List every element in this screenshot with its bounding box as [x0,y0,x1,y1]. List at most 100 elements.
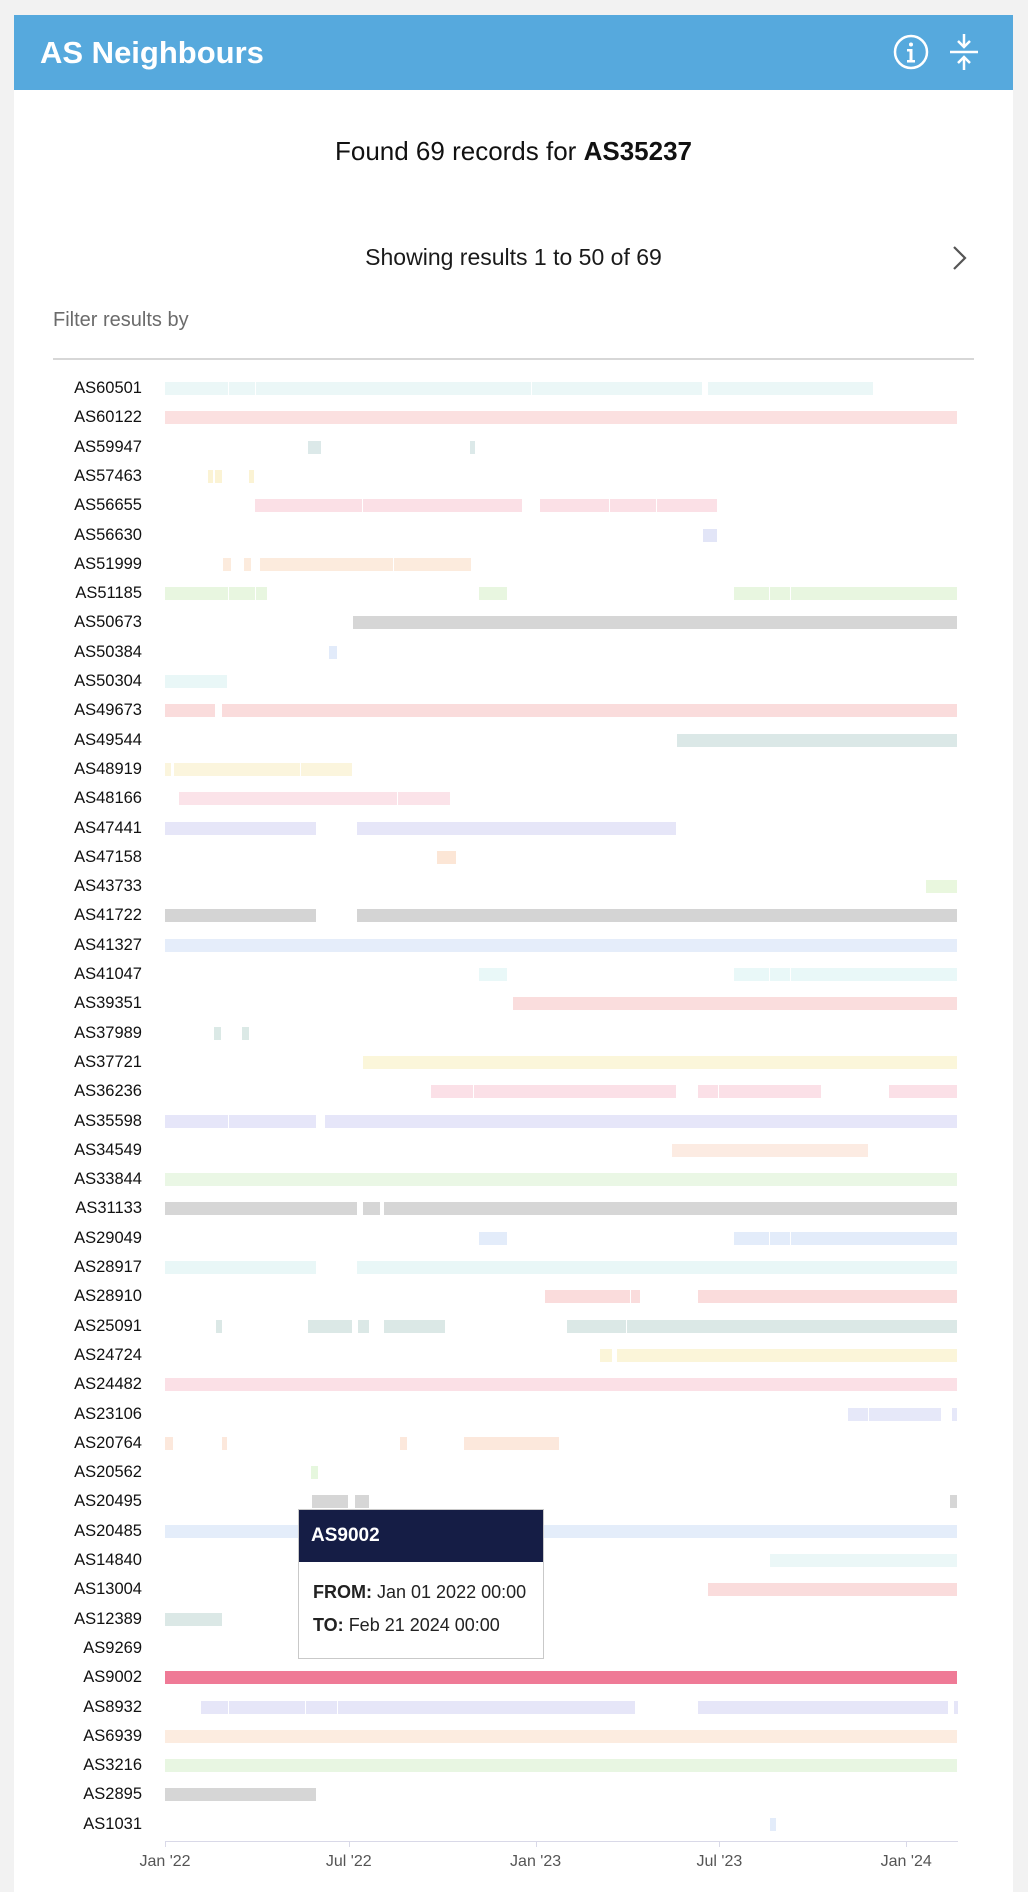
timeline-bar[interactable] [394,557,471,571]
timeline-bar[interactable] [311,1466,319,1480]
timeline-bar[interactable] [165,1261,317,1274]
timeline-bar[interactable] [337,1700,636,1714]
timeline-bar[interactable] [329,645,337,659]
timeline-bar[interactable] [539,499,609,513]
timeline-bar[interactable] [698,1290,957,1304]
timeline-bar[interactable] [213,1026,221,1040]
timeline-bar[interactable] [356,1261,957,1274]
timeline-bar[interactable] [354,1495,370,1509]
timeline-bar[interactable] [626,1319,957,1333]
timeline-bar[interactable] [165,1729,957,1743]
timeline-bar[interactable] [200,1700,228,1714]
timeline-bar[interactable] [207,469,213,483]
timeline-bar[interactable] [362,1202,381,1216]
timeline-bar[interactable] [260,557,394,571]
timeline-bar[interactable] [165,704,215,718]
timeline-bar[interactable] [228,1114,317,1128]
timeline-bar[interactable] [399,1436,407,1450]
timeline-bar[interactable] [791,587,957,601]
timeline-bar[interactable] [733,968,770,981]
timeline-bar[interactable] [770,1817,777,1831]
timeline-bar[interactable] [356,909,957,923]
timeline-bar[interactable] [165,1202,357,1216]
timeline-bar[interactable] [609,499,657,513]
timeline-bar[interactable] [599,1348,612,1362]
timeline-bar[interactable] [306,1700,337,1714]
timeline-bar[interactable] [544,1290,631,1304]
timeline-bar[interactable] [244,557,252,571]
timeline-bar[interactable] [249,469,255,483]
timeline-bar[interactable] [308,440,322,454]
timeline-bar[interactable] [848,1407,868,1421]
timeline-bar[interactable] [165,938,957,952]
timeline-bar[interactable] [733,587,770,601]
timeline-bar[interactable] [165,1378,957,1392]
timeline-bar[interactable] [676,733,957,747]
timeline-bar[interactable] [888,1085,957,1099]
timeline-bar[interactable] [165,1759,957,1773]
timeline-bar[interactable] [256,587,267,601]
info-icon[interactable] [891,32,931,72]
timeline-bar[interactable] [228,382,256,395]
timeline-bar[interactable] [165,382,228,395]
timeline-bar[interactable] [221,704,957,718]
timeline-bar[interactable] [312,1495,348,1509]
timeline-bar[interactable] [657,499,718,513]
timeline-bar[interactable] [165,909,317,923]
timeline-bar[interactable] [431,1085,473,1099]
timeline-bar[interactable] [165,1788,317,1802]
timeline-bar[interactable] [179,792,397,806]
timeline-bar[interactable] [165,762,172,776]
timeline-bar[interactable] [165,1524,957,1538]
timeline-bar[interactable] [221,1436,227,1450]
timeline-bar[interactable] [165,1173,957,1187]
timeline-bar[interactable] [698,1085,719,1099]
timeline-bar[interactable] [473,1085,676,1099]
timeline-bar[interactable] [531,382,703,395]
timeline-bar[interactable] [228,587,256,601]
timeline-bar[interactable] [437,850,457,864]
timeline-bar[interactable] [384,1319,446,1333]
timeline-bar[interactable] [308,1319,352,1333]
timeline-bar[interactable] [165,587,228,601]
timeline-bar[interactable] [567,1319,626,1333]
timeline-bar[interactable] [384,1202,957,1216]
timeline-bar[interactable] [698,1700,948,1714]
timeline-bar[interactable] [478,1231,508,1245]
timeline-bar[interactable] [791,968,957,981]
timeline-bar[interactable] [708,382,873,395]
timeline-bar[interactable] [949,1495,957,1509]
timeline-bar[interactable] [255,499,362,513]
timeline-bar[interactable] [357,1319,370,1333]
timeline-bar[interactable] [356,821,676,835]
timeline-bar[interactable] [513,997,957,1011]
timeline-bar[interactable] [953,1700,958,1714]
timeline-bar[interactable] [165,1612,222,1626]
timeline-bar[interactable] [469,440,475,454]
timeline-bar[interactable] [174,762,301,776]
timeline-bar[interactable] [222,557,231,571]
timeline-bar[interactable] [214,469,222,483]
timeline-bar[interactable] [256,382,531,395]
filter-results-toggle[interactable]: Filter results by [53,309,189,331]
timeline-bar[interactable] [770,1554,957,1567]
timeline-bar[interactable] [352,616,957,630]
timeline-bar[interactable] [362,1055,957,1069]
timeline-bar[interactable] [770,587,791,601]
timeline-bar[interactable] [791,1231,957,1245]
timeline-bar[interactable] [868,1407,941,1421]
timeline-bar[interactable] [325,1114,957,1128]
timeline-bar[interactable] [397,792,451,806]
timeline-bar[interactable] [616,1348,957,1362]
timeline-bar[interactable] [362,499,523,513]
timeline-bar[interactable] [770,968,791,981]
timeline-bar[interactable] [165,1114,228,1128]
timeline-bar[interactable] [671,1143,868,1157]
timeline-bar[interactable] [925,880,957,894]
next-page-icon[interactable] [944,243,974,273]
collapse-icon[interactable] [944,32,984,72]
timeline-bar[interactable] [301,762,352,776]
timeline-bar[interactable] [770,1231,791,1245]
timeline-bar[interactable] [733,1231,770,1245]
timeline-bar[interactable] [631,1290,641,1304]
